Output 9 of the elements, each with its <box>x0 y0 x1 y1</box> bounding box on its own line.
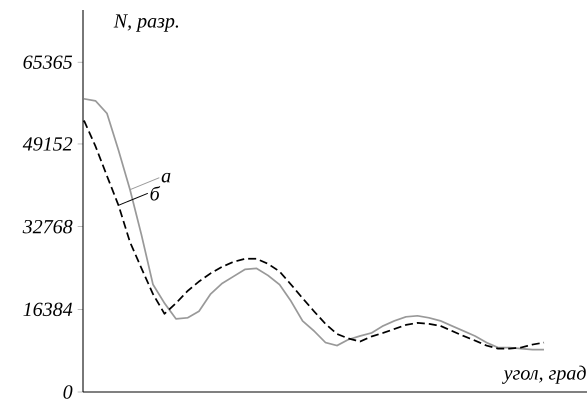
y-tick-label: 49152 <box>22 137 72 151</box>
legend-label: а <box>162 172 170 182</box>
legend-label: б <box>150 186 160 201</box>
y-tick-label: 32768 <box>22 220 72 234</box>
y-axis-title: N, разр. <box>114 14 178 32</box>
x-axis-title: угол, град <box>502 366 586 384</box>
y-tick-label: 0 <box>63 385 72 399</box>
y-tick-label: 16384 <box>23 302 72 316</box>
y-tick-label: 65365 <box>24 55 72 69</box>
